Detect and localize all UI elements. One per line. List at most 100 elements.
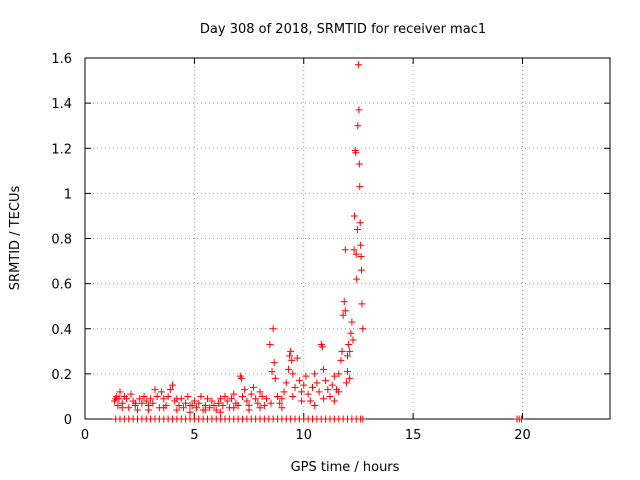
data-point xyxy=(350,246,358,254)
data-point xyxy=(243,397,251,405)
data-point xyxy=(289,392,297,400)
data-point xyxy=(298,397,306,405)
data-point xyxy=(239,392,246,400)
data-point xyxy=(173,406,181,414)
data-point xyxy=(254,399,262,407)
data-point xyxy=(276,399,284,407)
data-point xyxy=(208,397,216,405)
data-point xyxy=(322,377,330,385)
data-point xyxy=(158,388,166,396)
data-point xyxy=(291,383,299,391)
data-point xyxy=(346,374,354,382)
data-point xyxy=(352,149,360,157)
y-tick-label: 0.4 xyxy=(51,323,72,338)
data-point xyxy=(219,401,227,409)
data-point xyxy=(270,359,278,367)
data-point xyxy=(335,370,343,378)
data-point xyxy=(136,395,144,403)
data-point xyxy=(300,381,308,389)
data-point xyxy=(266,341,274,349)
data-point xyxy=(315,388,323,396)
data-point xyxy=(247,390,255,398)
data-point xyxy=(330,372,338,380)
data-point xyxy=(125,404,133,412)
data-point xyxy=(223,397,231,405)
chart-title: Day 308 of 2018, SRMTID for receiver mac… xyxy=(200,22,486,37)
data-point xyxy=(256,404,264,412)
y-tick-label: 1.2 xyxy=(51,142,72,157)
data-point xyxy=(311,370,319,378)
data-point xyxy=(186,401,194,409)
data-point xyxy=(230,390,238,398)
data-point xyxy=(147,395,155,403)
y-tick-label: 0.2 xyxy=(51,368,72,383)
data-point xyxy=(355,106,363,114)
data-point xyxy=(345,341,353,349)
data-point xyxy=(256,388,264,396)
data-point xyxy=(241,386,249,394)
data-point xyxy=(269,325,277,333)
data-point xyxy=(190,397,198,405)
data-point xyxy=(306,397,314,405)
data-point xyxy=(347,329,355,337)
data-point xyxy=(354,61,362,69)
data-point xyxy=(358,266,365,274)
data-point xyxy=(342,379,350,387)
data-point xyxy=(140,392,148,400)
y-axis-label: SRMTID / TECUs xyxy=(8,186,23,291)
data-point xyxy=(295,377,303,385)
data-point xyxy=(166,386,174,394)
data-point xyxy=(358,300,366,308)
data-point xyxy=(338,347,346,355)
data-point xyxy=(258,392,266,400)
data-point xyxy=(214,399,222,407)
y-tick-label: 1.6 xyxy=(51,52,72,67)
data-point xyxy=(263,395,271,403)
data-point xyxy=(127,390,135,398)
x-tick-label: 10 xyxy=(295,428,312,443)
y-tick-label: 0.8 xyxy=(51,233,72,248)
data-point xyxy=(131,399,139,407)
data-point xyxy=(313,379,321,387)
data-point xyxy=(298,388,306,396)
data-point xyxy=(179,404,187,412)
data-point xyxy=(201,406,209,414)
data-point xyxy=(210,401,218,409)
x-tick-labels: 0 5 10 15 20 xyxy=(81,428,531,443)
data-point xyxy=(197,392,205,400)
data-point xyxy=(134,406,141,414)
data-point xyxy=(359,415,367,423)
data-point xyxy=(352,250,360,258)
data-point xyxy=(138,399,146,407)
data-point xyxy=(144,406,152,414)
data-point xyxy=(319,365,327,373)
x-tick-label: 5 xyxy=(190,428,198,443)
data-point xyxy=(348,318,356,326)
y-tick-label: 1 xyxy=(64,187,72,202)
data-point xyxy=(230,404,238,412)
data-point xyxy=(149,399,157,407)
data-point xyxy=(284,365,292,373)
data-point xyxy=(359,325,367,333)
data-point xyxy=(302,372,310,380)
data-point xyxy=(288,356,296,364)
data-point xyxy=(169,381,176,389)
data-point xyxy=(160,404,168,412)
data-point xyxy=(326,392,334,400)
data-point xyxy=(173,395,181,403)
data-point xyxy=(287,347,295,355)
data-point xyxy=(330,397,338,405)
data-point xyxy=(355,160,363,168)
data-point xyxy=(142,397,150,405)
data-point xyxy=(271,374,279,382)
data-point xyxy=(280,388,288,396)
data-point xyxy=(234,401,242,409)
data-point xyxy=(337,356,345,364)
data-point xyxy=(344,352,351,360)
y-tick-label: 0.6 xyxy=(51,278,72,293)
data-point xyxy=(252,395,260,403)
data-point xyxy=(195,399,203,407)
data-point xyxy=(304,390,312,398)
y-tick-labels: 0 0.2 0.4 0.6 0.8 1 1.2 1.4 1.6 xyxy=(51,52,72,428)
data-point xyxy=(311,401,319,409)
